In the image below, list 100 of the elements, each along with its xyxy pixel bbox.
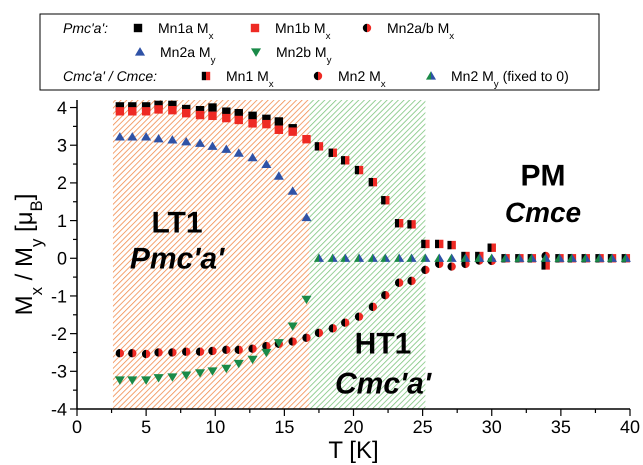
point (380, 253, 390, 262)
y-tick-label: -3 (50, 362, 67, 382)
point (394, 253, 404, 262)
y-tick-label: -2 (50, 324, 67, 344)
point (195, 369, 206, 378)
point (222, 346, 231, 354)
point (168, 106, 177, 114)
point (261, 348, 272, 358)
x-tick-label: 30 (482, 417, 502, 437)
y-tick-label: 1 (56, 210, 67, 231)
legend-label: Mn1 M$_{x}$ (226, 68, 274, 90)
point (446, 253, 457, 262)
point (421, 240, 430, 248)
point (420, 253, 430, 262)
point (234, 116, 243, 124)
point (340, 253, 350, 262)
point (222, 114, 231, 122)
point (288, 322, 298, 331)
point (248, 356, 258, 364)
point (248, 152, 258, 162)
legend-label: Mn2 M$_{y}$ (fixed to 0) (451, 68, 569, 90)
point (447, 240, 456, 250)
x-tick-label: 25 (412, 417, 433, 437)
y-tick-label: -1 (50, 286, 67, 306)
point (406, 253, 417, 262)
point (207, 367, 218, 376)
point (195, 138, 206, 147)
point (154, 105, 163, 114)
point (301, 212, 312, 222)
point (328, 253, 338, 262)
point (354, 166, 364, 174)
point (127, 132, 138, 140)
point (328, 324, 337, 333)
point (181, 372, 192, 380)
point (541, 261, 550, 270)
point (381, 196, 390, 204)
point (234, 148, 244, 157)
point (154, 348, 163, 357)
point (154, 134, 164, 142)
point (354, 253, 364, 262)
point (208, 346, 217, 356)
point (142, 107, 150, 116)
point (141, 132, 152, 140)
point (486, 253, 497, 262)
point (341, 156, 350, 164)
point (208, 103, 217, 112)
point (182, 348, 190, 356)
x-tick-label: 15 (274, 417, 294, 437)
legend-label: Mn2a M$_{y}$ (160, 44, 216, 66)
text: Pmc'a': (63, 20, 108, 36)
point (168, 348, 177, 357)
point (196, 110, 204, 120)
point (116, 349, 124, 358)
point (288, 337, 297, 346)
point (288, 186, 298, 195)
point (341, 318, 350, 327)
point (407, 276, 416, 286)
point (116, 107, 124, 116)
point (314, 328, 324, 338)
y-tick-label: -4 (50, 399, 67, 420)
point (234, 346, 243, 354)
point (447, 262, 456, 271)
point (234, 360, 244, 368)
point (114, 132, 125, 140)
point (114, 376, 125, 385)
point (407, 220, 416, 229)
point (288, 127, 297, 136)
point (368, 178, 378, 186)
point (182, 108, 190, 118)
point (328, 148, 337, 157)
x-axis-title: T [K] (328, 437, 379, 464)
x-tick-label: 0 (72, 417, 82, 437)
point (141, 376, 152, 385)
point (421, 266, 430, 274)
point (181, 137, 192, 146)
point (154, 374, 164, 383)
point (314, 142, 324, 151)
point (394, 278, 404, 287)
annotation: Cmc'a' (335, 368, 432, 400)
text: Cmc'a' / Cmce: (63, 68, 158, 84)
point (302, 134, 311, 144)
point (394, 219, 404, 228)
point (488, 244, 496, 252)
point (274, 126, 284, 134)
x-tick-label: 20 (343, 417, 364, 437)
point (261, 160, 272, 168)
point (354, 312, 364, 321)
point (167, 135, 178, 144)
x-tick-label: 40 (620, 417, 640, 437)
legend-label: Mn2b M$_{y}$ (276, 44, 332, 66)
point (142, 350, 150, 358)
point (248, 119, 257, 128)
point (128, 349, 136, 358)
y-tick-label: 4 (56, 98, 67, 118)
point (248, 344, 257, 353)
annotation: HT1 (354, 328, 412, 360)
point (368, 302, 378, 312)
point (435, 240, 444, 248)
legend-label: Mn2 M$_{x}$ (338, 68, 386, 90)
point (434, 253, 444, 262)
